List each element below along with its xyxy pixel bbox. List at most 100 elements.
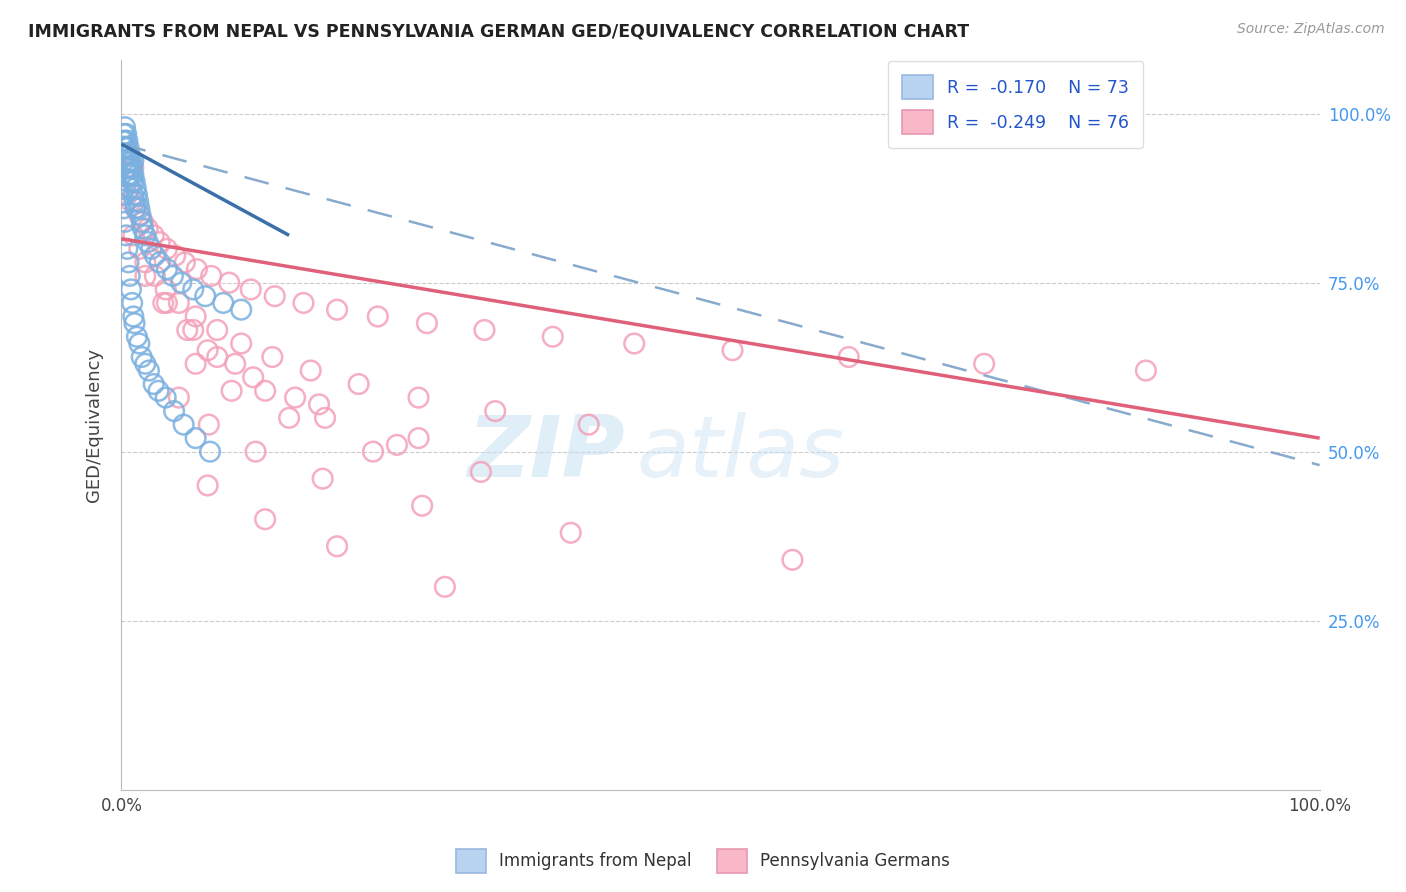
Point <box>838 350 860 364</box>
Y-axis label: GED/Equivalency: GED/Equivalency <box>86 348 103 501</box>
Point <box>205 323 228 337</box>
Point <box>560 525 582 540</box>
Point <box>115 140 138 154</box>
Point <box>132 215 155 229</box>
Point <box>134 268 156 283</box>
Point <box>361 444 384 458</box>
Point <box>184 310 207 324</box>
Point <box>124 316 146 330</box>
Point <box>242 370 264 384</box>
Point <box>118 268 141 283</box>
Point <box>155 391 177 405</box>
Point <box>181 323 204 337</box>
Point <box>112 127 135 141</box>
Point <box>411 499 433 513</box>
Point <box>474 323 496 337</box>
Point <box>176 323 198 337</box>
Text: IMMIGRANTS FROM NEPAL VS PENNSYLVANIA GERMAN GED/EQUIVALENCY CORRELATION CHART: IMMIGRANTS FROM NEPAL VS PENNSYLVANIA GE… <box>28 22 969 40</box>
Point <box>125 202 148 216</box>
Point <box>114 134 136 148</box>
Point <box>347 377 370 392</box>
Point <box>134 357 156 371</box>
Point <box>120 168 142 182</box>
Point <box>117 153 139 168</box>
Point <box>721 343 744 358</box>
Point <box>117 161 139 175</box>
Point <box>254 512 277 526</box>
Text: ZIP: ZIP <box>467 412 624 495</box>
Point <box>128 336 150 351</box>
Point <box>367 310 389 324</box>
Point <box>122 310 145 324</box>
Point <box>136 221 159 235</box>
Point <box>117 147 139 161</box>
Point <box>212 296 235 310</box>
Point <box>120 194 142 209</box>
Point <box>114 120 136 135</box>
Point <box>416 316 439 330</box>
Text: atlas: atlas <box>637 412 845 495</box>
Point <box>125 202 148 216</box>
Point <box>326 539 349 553</box>
Point <box>143 249 166 263</box>
Point <box>111 134 134 148</box>
Point <box>124 174 146 188</box>
Point <box>218 276 240 290</box>
Point <box>121 161 143 175</box>
Point <box>128 242 150 256</box>
Point <box>484 404 506 418</box>
Point <box>118 147 141 161</box>
Point <box>115 228 138 243</box>
Point <box>578 417 600 432</box>
Point <box>131 215 153 229</box>
Point <box>134 228 156 243</box>
Point <box>122 228 145 243</box>
Point <box>200 268 222 283</box>
Point <box>173 417 195 432</box>
Point <box>143 268 166 283</box>
Point <box>120 282 142 296</box>
Point <box>128 208 150 222</box>
Point <box>121 174 143 188</box>
Point <box>117 174 139 188</box>
Point <box>138 363 160 377</box>
Point <box>470 465 492 479</box>
Point <box>152 296 174 310</box>
Point <box>156 242 179 256</box>
Point <box>117 242 139 256</box>
Point <box>128 202 150 216</box>
Point <box>141 242 163 256</box>
Point <box>254 384 277 398</box>
Point <box>129 208 152 222</box>
Point <box>186 262 208 277</box>
Point <box>117 187 139 202</box>
Point <box>194 289 217 303</box>
Point <box>124 194 146 209</box>
Point <box>132 221 155 235</box>
Point <box>245 444 267 458</box>
Legend: Immigrants from Nepal, Pennsylvania Germans: Immigrants from Nepal, Pennsylvania Germ… <box>450 842 956 880</box>
Point <box>131 350 153 364</box>
Point <box>117 168 139 182</box>
Point <box>385 438 408 452</box>
Point <box>205 350 228 364</box>
Point <box>117 134 139 148</box>
Point <box>314 410 336 425</box>
Point <box>120 153 142 168</box>
Point <box>122 161 145 175</box>
Point <box>224 357 246 371</box>
Point <box>122 187 145 202</box>
Point <box>134 255 156 269</box>
Point <box>623 336 645 351</box>
Point <box>299 363 322 377</box>
Point <box>173 255 195 269</box>
Point <box>292 296 315 310</box>
Point <box>326 302 349 317</box>
Point <box>184 431 207 445</box>
Point <box>197 478 219 492</box>
Point <box>136 235 159 249</box>
Point <box>149 255 172 269</box>
Point <box>111 147 134 161</box>
Text: Source: ZipAtlas.com: Source: ZipAtlas.com <box>1237 22 1385 37</box>
Point <box>284 391 307 405</box>
